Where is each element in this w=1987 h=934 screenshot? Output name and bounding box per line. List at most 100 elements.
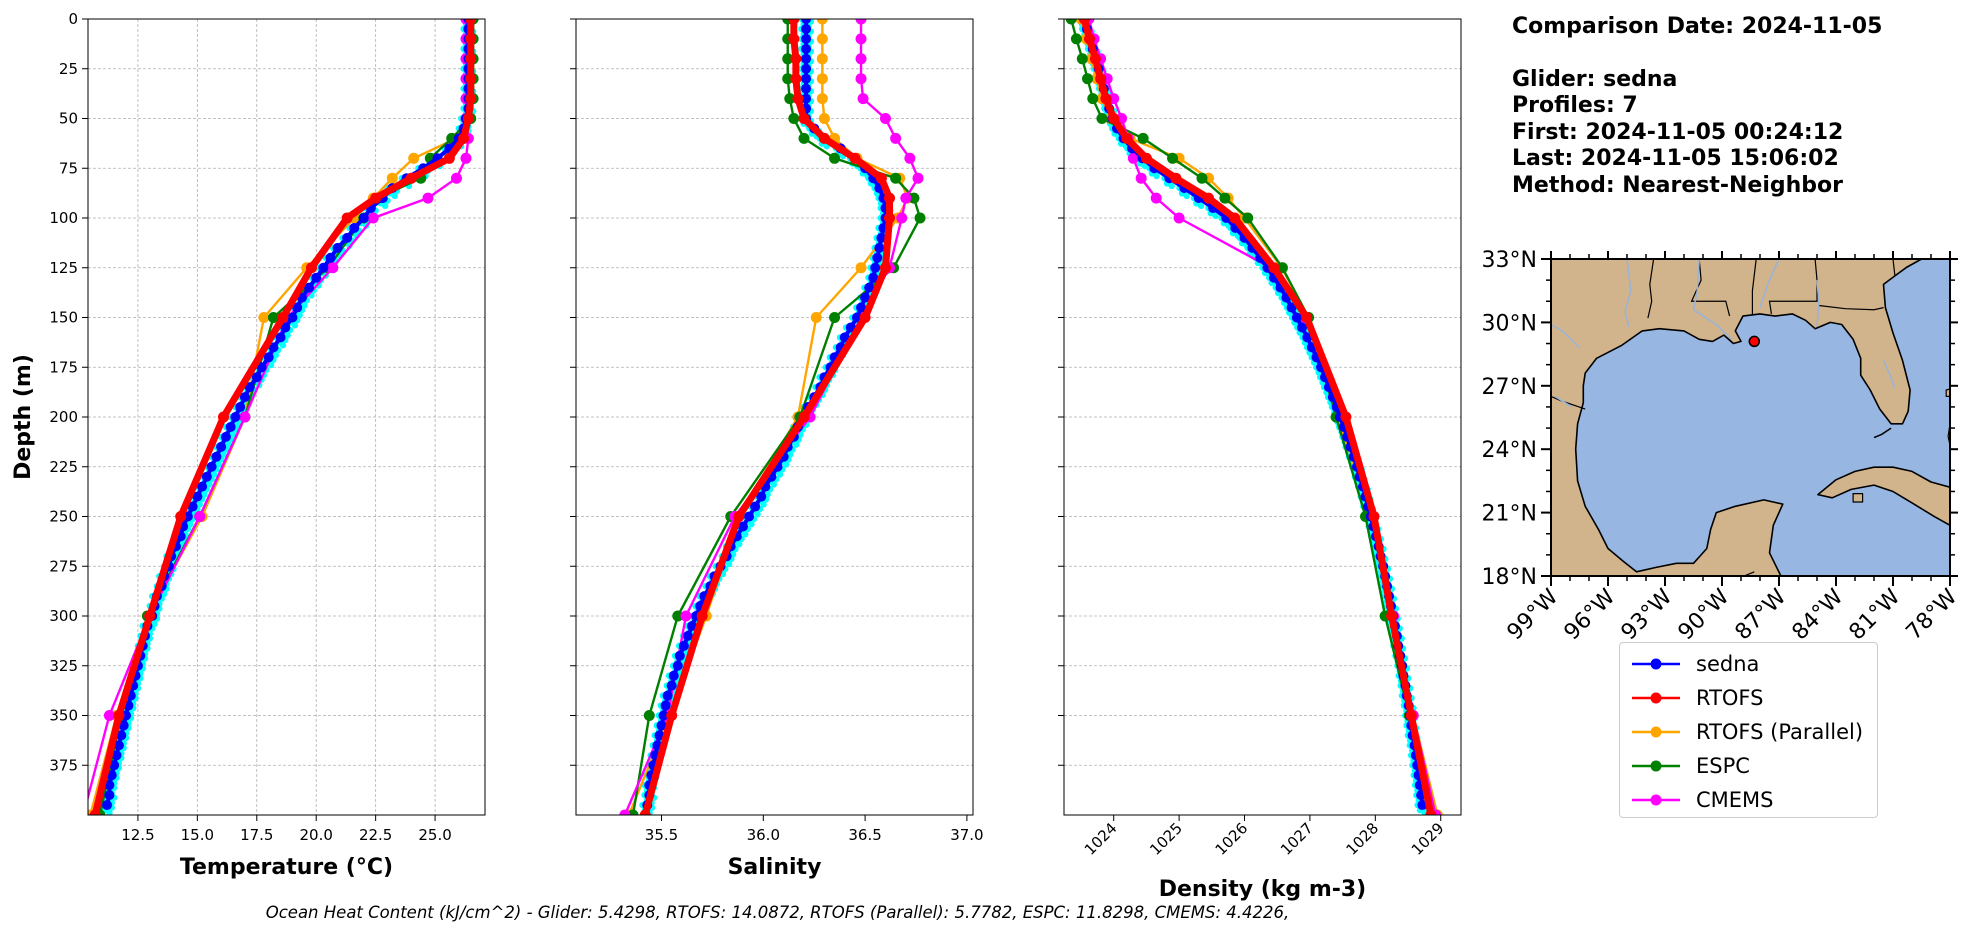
data-point-cmems [1173, 212, 1185, 224]
legend-label: RTOFS [1696, 686, 1764, 710]
sedna-profile-point [196, 501, 203, 508]
data-point-rtofs [1095, 73, 1107, 85]
state-boundary [1818, 304, 1884, 311]
legend-swatch-marker [1650, 692, 1662, 704]
data-point-rtofs [792, 93, 804, 105]
y-tick-label: 275 [49, 557, 78, 575]
data-point-sedna [801, 73, 812, 84]
data-point-sedna [872, 252, 883, 263]
data-point-cmems [194, 511, 206, 522]
sedna-profile-point [225, 441, 232, 448]
river [1759, 259, 1780, 308]
data-point-espc [788, 113, 800, 124]
data-point-rtofs [1140, 152, 1152, 164]
data-point-sedna [656, 720, 667, 731]
sedna-profile-point [742, 531, 749, 538]
data-point-rtofs [1203, 192, 1215, 204]
sedna-profile-point [760, 501, 767, 508]
data-point-rtofs-parallel- [386, 172, 398, 184]
ocean-heat-content-caption: Ocean Heat Content (kJ/cm^2) - Glider: 5… [265, 903, 1290, 922]
data-point-rtofs [89, 809, 101, 815]
data-point-rtofs [218, 411, 230, 423]
data-point-cmems [855, 73, 867, 85]
data-point-sedna [1297, 322, 1308, 333]
data-point-sedna [201, 471, 212, 482]
data-point-rtofs-parallel- [816, 93, 828, 105]
sedna-profile-point [267, 361, 275, 369]
y-tick-label: 75 [59, 159, 78, 177]
data-point-sedna [118, 720, 129, 731]
sedna-profile-point [272, 351, 280, 359]
y-tick-label: 300 [49, 607, 78, 625]
data-point-sedna [874, 242, 885, 253]
data-point-cmems [450, 172, 462, 184]
legend-swatch-marker [1650, 658, 1662, 670]
map-lon-label: 99°W [1503, 584, 1564, 645]
map-lon-label: 93°W [1617, 584, 1678, 645]
x-tick-label: 36.0 [747, 826, 780, 844]
data-point-sedna [801, 23, 812, 34]
data-point-espc [1070, 33, 1082, 45]
data-point-rtofs [370, 192, 382, 204]
data-point-rtofs [1108, 113, 1120, 124]
data-point-sedna [280, 322, 291, 333]
map-lat-label: 27°N [1482, 375, 1537, 400]
data-point-rtofs-parallel- [816, 53, 828, 65]
map-lon-label: 90°W [1674, 584, 1735, 645]
data-point-rtofs [462, 113, 474, 124]
sedna-profile-point [1197, 202, 1205, 210]
data-point-sedna [251, 372, 262, 383]
data-point-rtofs-parallel- [816, 19, 828, 25]
series-line-sedna [105, 19, 471, 806]
legend-label: RTOFS (Parallel) [1696, 720, 1864, 744]
data-point-sedna [851, 312, 862, 323]
x-tick-label: 1027 [1277, 819, 1317, 859]
data-point-sedna [801, 63, 812, 74]
y-tick-label: 375 [49, 756, 78, 774]
sedna-profile-point [1183, 192, 1190, 200]
data-point-sedna [256, 362, 267, 373]
data-point-rtofs-parallel- [816, 73, 828, 85]
data-point-rtofs [1170, 172, 1182, 184]
data-point-rtofs [175, 511, 187, 522]
glider-name: Glider: sedna [1512, 66, 1678, 92]
data-point-espc [1137, 132, 1149, 144]
data-point-espc [643, 710, 655, 721]
y-axis-label: Depth (m) [11, 354, 36, 480]
data-point-sedna [292, 302, 303, 313]
data-point-sedna [662, 690, 673, 701]
temperature-panel: 0 25 50 75 100 125 150 175 200 225 250 275 300 325 350… [11, 10, 486, 880]
legend-item-rtofs-parallel: RTOFS (Parallel) [1620, 715, 1877, 749]
data-point-rtofs [696, 610, 708, 622]
sedna-profile-point [215, 461, 222, 468]
data-point-sedna [801, 33, 812, 44]
data-point-rtofs [1229, 212, 1241, 224]
map-lat-label: 30°N [1482, 311, 1537, 336]
data-point-sedna [856, 302, 867, 313]
data-point-sedna [868, 272, 879, 283]
data-point-espc [1082, 73, 1094, 85]
y-tick-label: 125 [49, 259, 78, 277]
data-point-sedna [358, 213, 369, 223]
legend-swatch [1632, 658, 1680, 670]
sedna-profile-point [770, 481, 778, 488]
series-group [88, 19, 479, 815]
sedna-profile-point [220, 451, 227, 458]
data-point-cmems [239, 411, 251, 423]
data-point-sedna [666, 680, 677, 691]
state-boundary [1690, 259, 1731, 317]
legend-item-espc: ESPC [1620, 749, 1877, 783]
legend: sedna RTOFS RTOFS (Parallel) ESPC CMEMS [1619, 642, 1878, 818]
series-group [619, 19, 926, 815]
data-point-espc [798, 132, 810, 144]
sedna-profile-point [279, 341, 287, 349]
data-point-rtofs [405, 172, 417, 184]
data-point-sedna [839, 332, 850, 343]
data-point-rtofs [443, 152, 455, 164]
data-point-rtofs [465, 33, 477, 45]
sedna-profile-point [736, 540, 743, 548]
map-lon-label: 87°W [1731, 584, 1792, 645]
data-point-sedna [206, 461, 217, 472]
data-point-espc [782, 53, 794, 65]
data-point-espc [1196, 172, 1208, 184]
